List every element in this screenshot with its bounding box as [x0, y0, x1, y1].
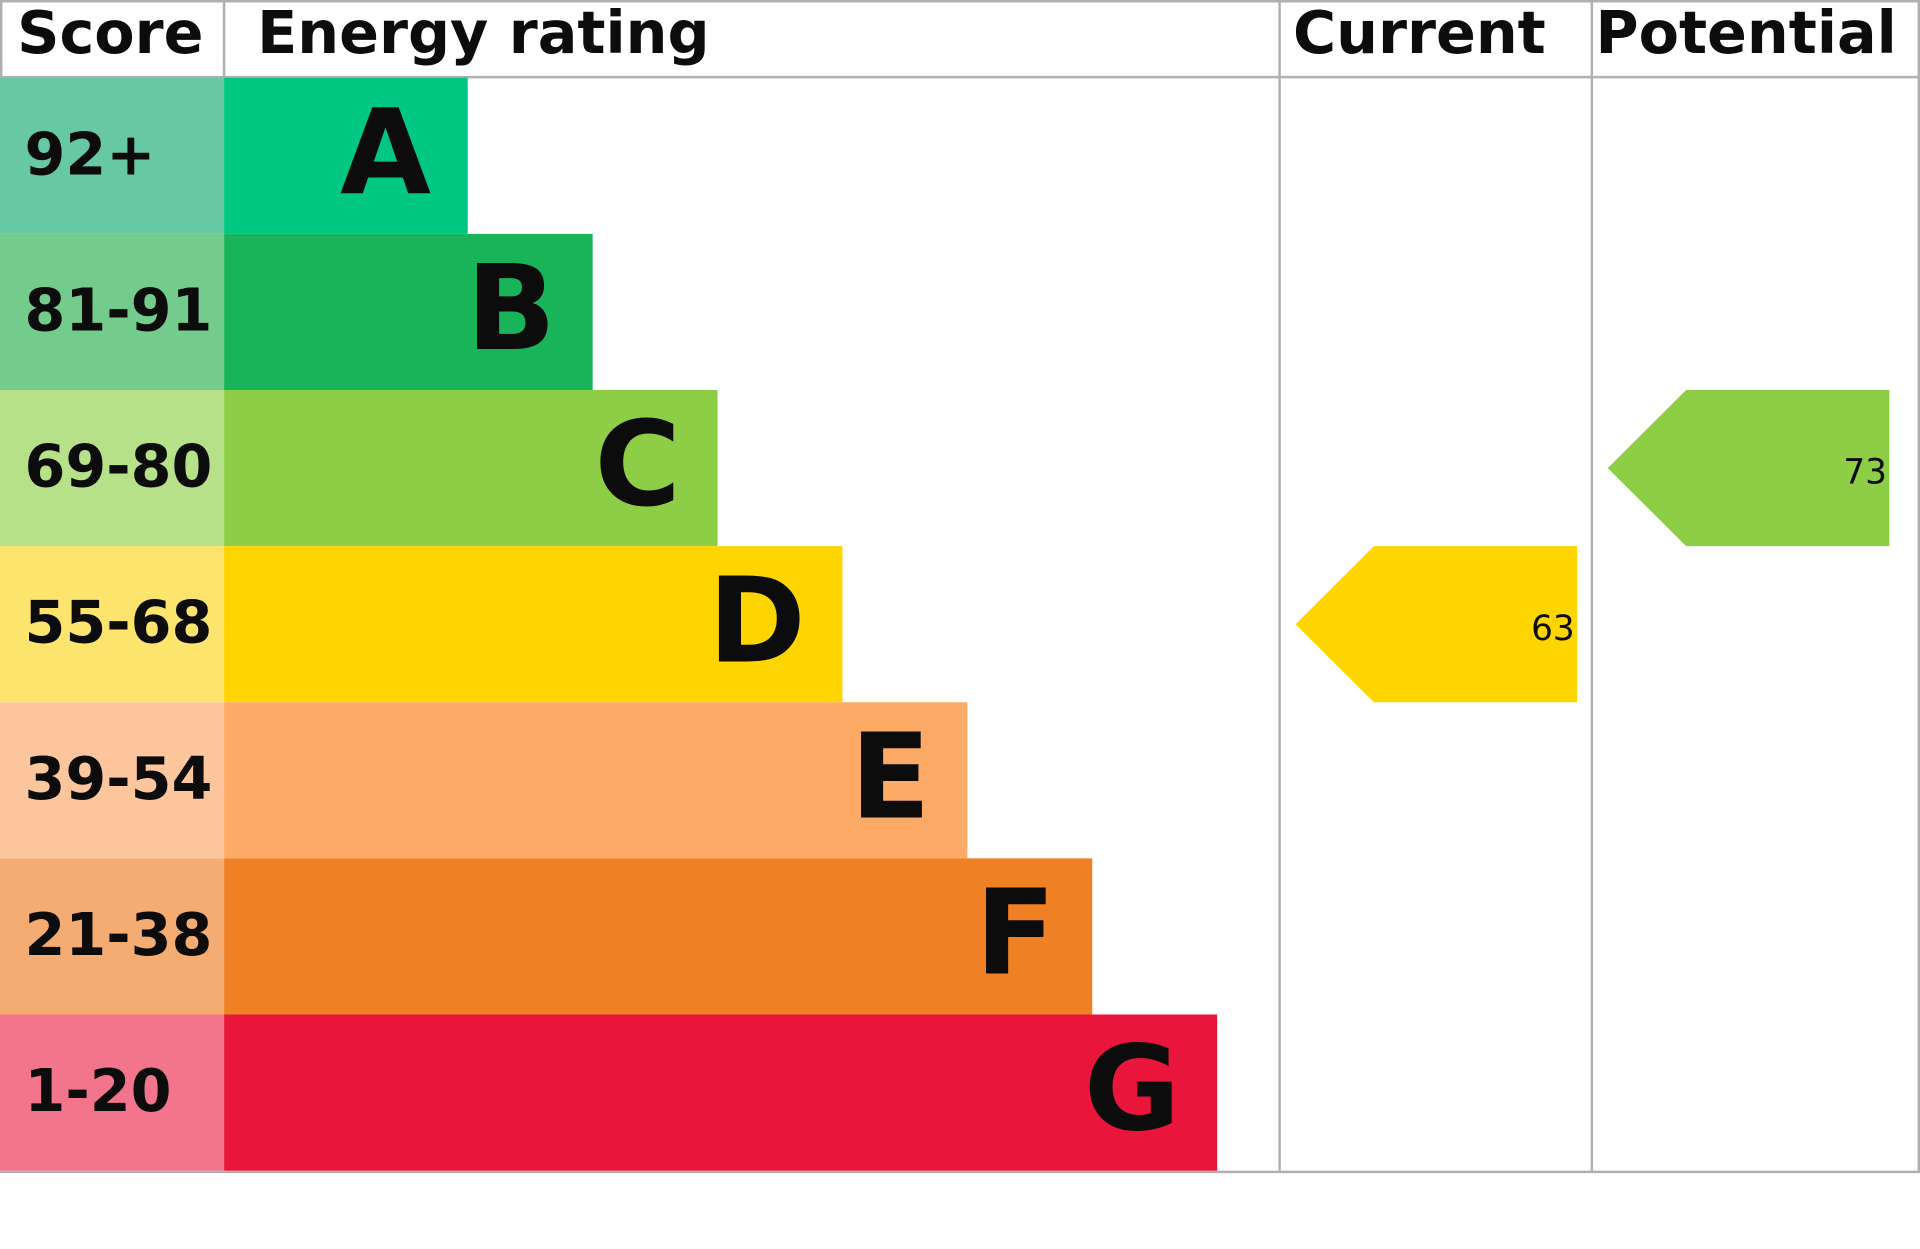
score-range: 55-68 — [24, 588, 212, 657]
rating-bar — [224, 390, 718, 547]
score-cell — [0, 390, 225, 547]
rating-bar — [224, 77, 468, 234]
table-rules — [0, 0, 1920, 1174]
rating-letter: G — [1084, 1021, 1180, 1158]
score-range: 69-80 — [24, 432, 212, 501]
score-range: 81-91 — [24, 276, 212, 345]
rating-bar — [224, 1014, 1218, 1171]
rating-bar — [224, 546, 843, 703]
score-range: 1-20 — [24, 1056, 171, 1125]
current-value: 63 — [1531, 609, 1575, 649]
header-potential: Potential — [1596, 0, 1897, 67]
rating-letter: F — [975, 865, 1055, 1002]
rating-letter: C — [595, 396, 681, 533]
rating-letter: B — [466, 240, 556, 377]
score-range: 21-38 — [24, 900, 212, 969]
potential-arrow — [1607, 390, 1890, 547]
header-score: Score — [17, 0, 203, 67]
score-cell — [0, 546, 225, 703]
score-cell — [0, 702, 225, 859]
score-cell — [0, 233, 225, 391]
header-energy-rating: Energy rating — [257, 0, 709, 67]
rating-bar — [224, 702, 968, 859]
score-cell — [0, 1014, 225, 1171]
rating-letter: E — [850, 708, 930, 845]
potential-value: 73 — [1843, 453, 1887, 493]
score-range: 92+ — [24, 119, 155, 188]
rating-bar — [224, 858, 1093, 1015]
rating-bar — [224, 233, 593, 391]
score-range: 39-54 — [24, 744, 212, 813]
score-cell — [0, 858, 225, 1015]
current-arrow — [1295, 546, 1578, 703]
header-current: Current — [1293, 0, 1546, 67]
rating-letter: D — [708, 552, 806, 689]
score-cell — [0, 77, 225, 234]
rating-letter: A — [340, 84, 431, 221]
